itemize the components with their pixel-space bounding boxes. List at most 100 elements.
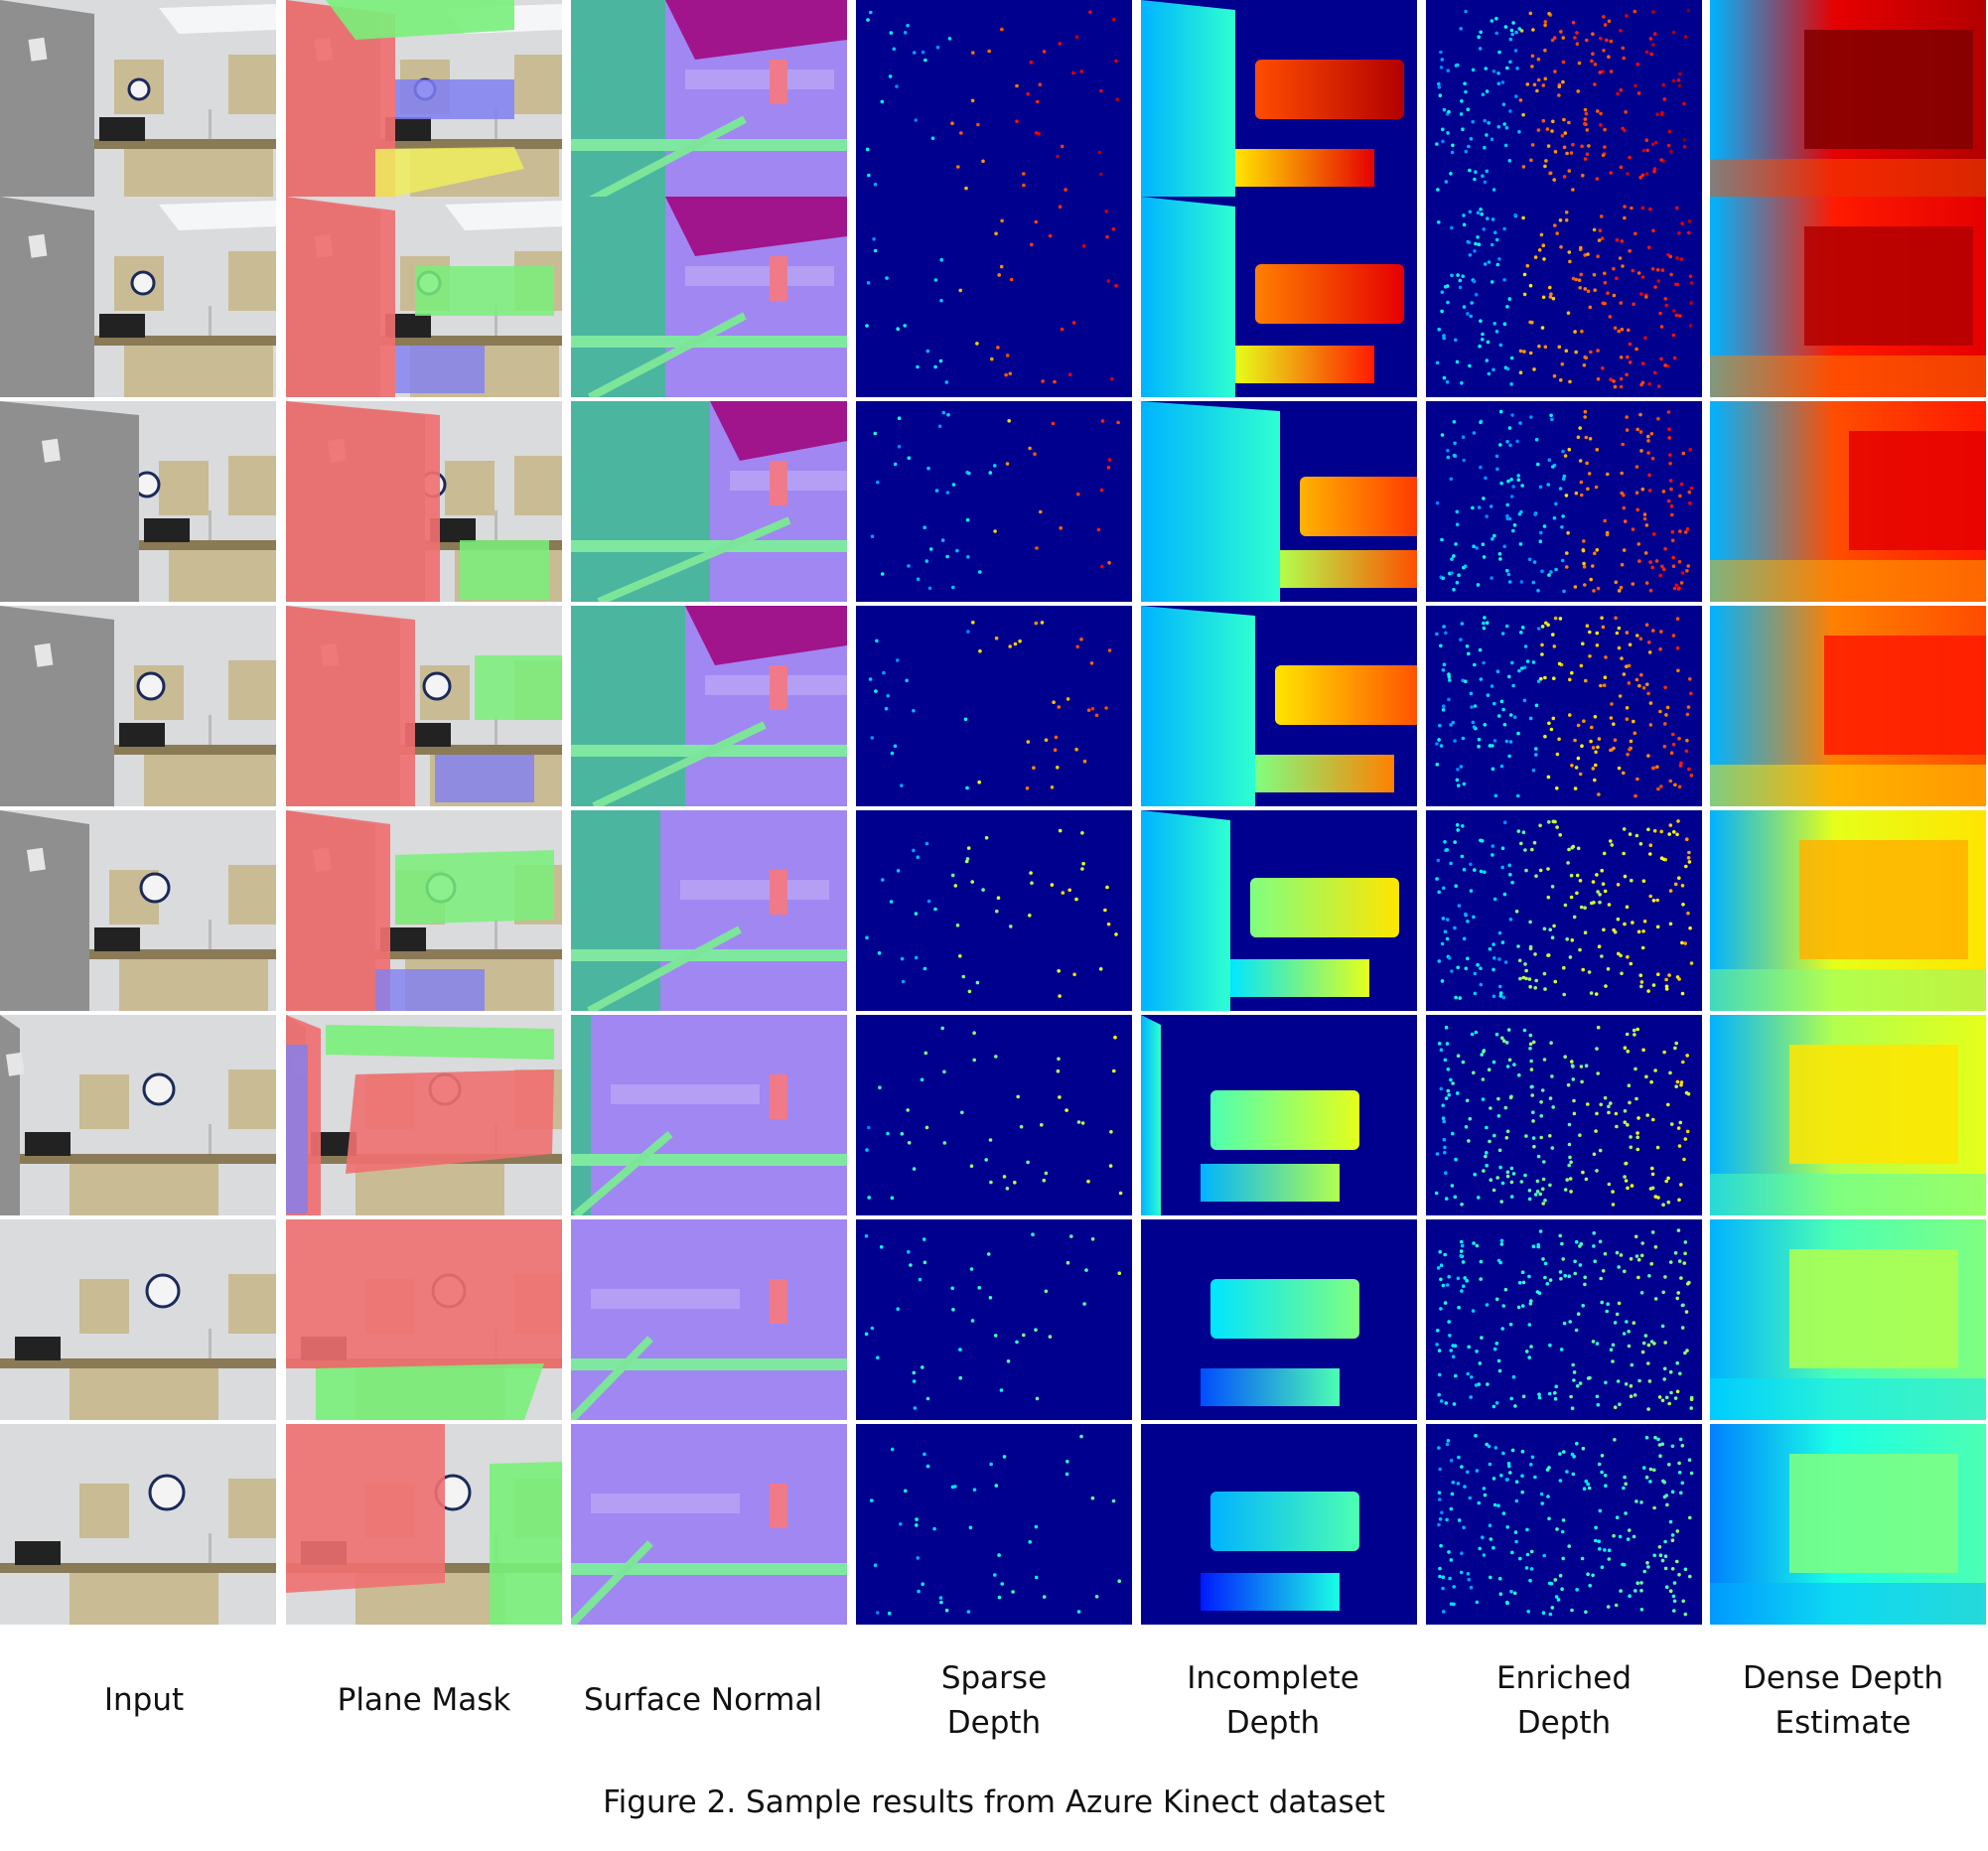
sparse-image-row-6 [856,1015,1132,1215]
enriched-image-row-5 [1426,810,1702,1011]
incomplete-image-row-6 [1141,1015,1417,1215]
sparse-tile-row-5 [856,810,1132,1011]
label-plane-mask: Plane Mask [337,1682,511,1718]
enriched-image-row-2 [1426,197,1702,397]
enriched-image-row-8 [1426,1424,1702,1625]
input-image-row-2 [0,197,276,397]
enriched-tile-row-2 [1426,197,1702,397]
incomplete-tile-row-8 [1141,1424,1417,1625]
dense-image-row-6 [1710,1015,1986,1215]
label-enriched-depth: Enriched Depth [1495,1660,1633,1741]
column-plane-mask [286,0,562,1633]
input-tile-row-7 [0,1219,276,1420]
column-surface-normal [571,0,847,1633]
plane-tile-row-5 [286,810,562,1011]
incomplete-tile-row-3 [1141,401,1417,602]
column-incomplete-depth [1141,0,1417,1633]
input-tile-row-6 [0,1015,276,1215]
incomplete-tile-row-4 [1141,606,1417,806]
enriched-tile-row-3 [1426,401,1702,602]
sparse-tile-row-2 [856,197,1132,397]
enriched-image-row-7 [1426,1219,1702,1420]
incomplete-tile-row-1 [1141,0,1417,201]
enriched-image-row-1 [1426,0,1702,201]
normal-image-row-8 [571,1424,847,1625]
sparse-tile-row-7 [856,1219,1132,1420]
dense-image-row-3 [1710,401,1986,602]
column-enriched-depth [1426,0,1702,1633]
input-tile-row-4 [0,606,276,806]
enriched-tile-row-1 [1426,0,1702,201]
sparse-image-row-8 [856,1424,1132,1625]
incomplete-image-row-1 [1141,0,1417,201]
normal-image-row-2 [571,197,847,397]
sparse-image-row-2 [856,197,1132,397]
enriched-image-row-4 [1426,606,1702,806]
normal-tile-row-5 [571,810,847,1011]
plane-image-row-2 [286,197,562,397]
dense-tile-row-1 [1710,0,1986,201]
plane-image-row-5 [286,810,562,1011]
input-tile-row-5 [0,810,276,1011]
column-input [0,0,276,1633]
enriched-tile-row-8 [1426,1424,1702,1625]
sparse-tile-row-4 [856,606,1132,806]
sparse-image-row-5 [856,810,1132,1011]
plane-tile-row-6 [286,1015,562,1215]
incomplete-image-row-8 [1141,1424,1417,1625]
sparse-image-row-7 [856,1219,1132,1420]
dense-tile-row-5 [1710,810,1986,1011]
dense-tile-row-8 [1710,1424,1986,1625]
enriched-tile-row-5 [1426,810,1702,1011]
input-tile-row-3 [0,401,276,602]
normal-tile-row-6 [571,1015,847,1215]
input-tile-row-1 [0,0,276,201]
plane-tile-row-1 [286,0,562,201]
incomplete-tile-row-6 [1141,1015,1417,1215]
plane-image-row-4 [286,606,562,806]
dense-tile-row-7 [1710,1219,1986,1420]
plane-tile-row-3 [286,401,562,602]
normal-tile-row-1 [571,0,847,201]
input-image-row-6 [0,1015,276,1215]
dense-tile-row-3 [1710,401,1986,602]
enriched-tile-row-7 [1426,1219,1702,1420]
dense-image-row-5 [1710,810,1986,1011]
figure-caption: Figure 2. Sample results from Azure Kine… [603,1784,1385,1820]
incomplete-image-row-3 [1141,401,1417,602]
label-input: Input [103,1682,185,1718]
incomplete-tile-row-2 [1141,197,1417,397]
sparse-tile-row-3 [856,401,1132,602]
incomplete-image-row-5 [1141,810,1417,1011]
label-dense-depth: Dense Depth Estimate [1742,1660,1944,1741]
column-sparse-depth [856,0,1132,1633]
normal-image-row-3 [571,401,847,602]
label-sparse-depth: Sparse Depth [940,1660,1048,1741]
enriched-image-row-3 [1426,401,1702,602]
input-image-row-4 [0,606,276,806]
input-tile-row-2 [0,197,276,397]
plane-image-row-1 [286,0,562,201]
sparse-tile-row-8 [856,1424,1132,1625]
plane-image-row-3 [286,401,562,602]
incomplete-tile-row-7 [1141,1219,1417,1420]
normal-image-row-5 [571,810,847,1011]
sparse-image-row-4 [856,606,1132,806]
dense-image-row-4 [1710,606,1986,806]
dense-tile-row-4 [1710,606,1986,806]
normal-tile-row-3 [571,401,847,602]
plane-image-row-8 [286,1424,562,1625]
plane-tile-row-8 [286,1424,562,1625]
dense-image-row-7 [1710,1219,1986,1420]
normal-image-row-4 [571,606,847,806]
label-incomplete-depth: Incomplete Depth [1187,1660,1359,1741]
input-image-row-5 [0,810,276,1011]
label-surface-normal: Surface Normal [583,1682,823,1718]
dense-tile-row-2 [1710,197,1986,397]
plane-image-row-7 [286,1219,562,1420]
plane-tile-row-4 [286,606,562,806]
dense-image-row-2 [1710,197,1986,397]
incomplete-tile-row-5 [1141,810,1417,1011]
normal-tile-row-2 [571,197,847,397]
plane-image-row-6 [286,1015,562,1215]
